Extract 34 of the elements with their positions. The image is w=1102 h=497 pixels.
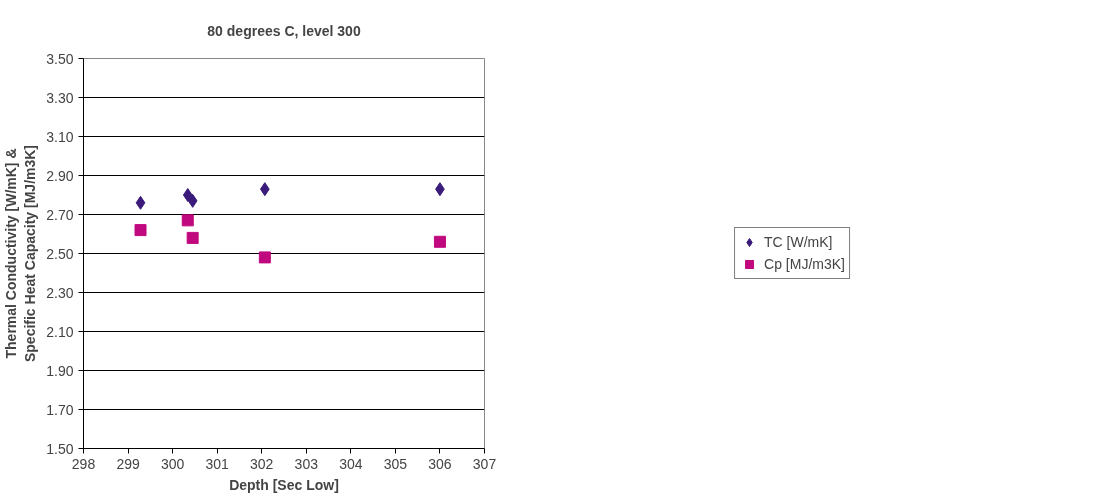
y-tick-label: 2.90 bbox=[46, 167, 74, 184]
point bbox=[258, 251, 271, 264]
legend-label: Cp [MJ/m3K] bbox=[764, 256, 845, 272]
point bbox=[182, 188, 193, 202]
x-tick-label: 303 bbox=[294, 455, 319, 472]
point bbox=[186, 231, 199, 244]
x-tick-label: 301 bbox=[205, 455, 230, 472]
point bbox=[135, 195, 146, 210]
point bbox=[134, 224, 147, 237]
x-tick-label: 305 bbox=[383, 455, 408, 472]
point bbox=[433, 235, 446, 248]
y-tick-label: 3.50 bbox=[46, 50, 74, 67]
y-tick-label: 1.90 bbox=[46, 362, 74, 379]
x-tick-label: 307 bbox=[472, 455, 497, 472]
y-tick-label: 2.10 bbox=[46, 323, 74, 340]
point bbox=[181, 214, 194, 227]
x-tick-label: 298 bbox=[71, 455, 96, 472]
y-tick-label: 2.30 bbox=[46, 284, 74, 301]
x-tick-label: 300 bbox=[160, 455, 185, 472]
x-tick-label: 299 bbox=[116, 455, 140, 472]
y-tick-label: 1.70 bbox=[46, 401, 74, 418]
y-tick-label: 2.70 bbox=[46, 206, 74, 223]
y-tick-label: 3.30 bbox=[46, 89, 74, 106]
chart-title: 80 degrees C, level 300 bbox=[207, 22, 361, 39]
x-tick-label: 304 bbox=[339, 455, 363, 472]
legend-label: TC [W/mK] bbox=[764, 234, 833, 250]
x-axis-title: Depth [Sec Low] bbox=[229, 476, 339, 493]
y-tick-label: 2.50 bbox=[46, 245, 74, 262]
point bbox=[187, 193, 198, 208]
y-tick-label: 1.50 bbox=[46, 440, 74, 457]
x-tick-label: 306 bbox=[428, 455, 452, 472]
y-tick-label: 3.10 bbox=[46, 128, 74, 145]
x-tick-label: 302 bbox=[250, 455, 274, 472]
y-axis-title: Thermal Conductivity [W/mK] & Specific Heat Capacity [MJ/m3K] bbox=[3, 144, 39, 363]
